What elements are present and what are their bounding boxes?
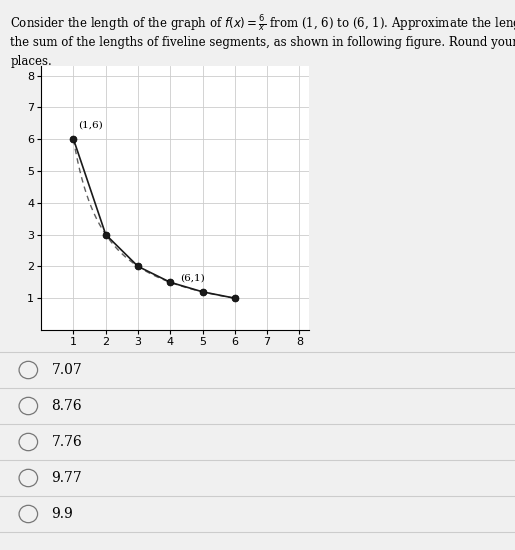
Text: the sum of the lengths of fiveline segments, as shown in following figure. Round: the sum of the lengths of fiveline segme…: [10, 36, 515, 49]
Text: 9.77: 9.77: [52, 471, 82, 485]
Point: [231, 294, 239, 302]
Text: 7.07: 7.07: [52, 363, 82, 377]
Point: [101, 230, 110, 239]
Text: 7.76: 7.76: [52, 435, 82, 449]
Point: [166, 278, 175, 287]
Point: [198, 288, 207, 296]
Point: [70, 135, 78, 144]
Text: 8.76: 8.76: [52, 399, 82, 413]
Text: places.: places.: [10, 55, 52, 68]
Text: (1,6): (1,6): [78, 121, 103, 130]
Text: 9.9: 9.9: [52, 507, 73, 521]
Point: [134, 262, 142, 271]
Text: (6,1): (6,1): [180, 274, 204, 283]
Text: Consider the length of the graph of $f(x) = \frac{6}{x}$ from (1, 6) to (6, 1). : Consider the length of the graph of $f(x…: [10, 14, 515, 34]
